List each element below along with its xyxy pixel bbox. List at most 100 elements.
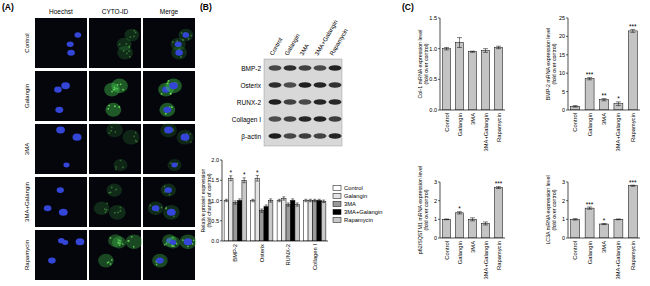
bar — [282, 198, 286, 241]
bar — [229, 178, 233, 241]
bar — [295, 205, 299, 241]
blot-band — [269, 65, 282, 71]
legend-label: 3MA — [344, 201, 356, 207]
error-bar — [496, 46, 501, 48]
autophagy-puncta — [119, 43, 121, 45]
bar — [277, 201, 281, 242]
category-label: Control — [572, 113, 578, 132]
autophagy-puncta — [193, 239, 195, 241]
legend-swatch — [333, 194, 341, 199]
axis-title-line: LC3A mRNA expression level — [545, 175, 551, 244]
bar — [251, 201, 255, 242]
autophagy-puncta — [133, 35, 135, 37]
tick-label: 3 — [434, 179, 437, 185]
cyto-stain — [180, 234, 197, 249]
error-bar — [573, 219, 578, 220]
tick — [438, 238, 440, 239]
micrograph — [35, 124, 87, 174]
bar — [242, 180, 246, 241]
nucleus — [44, 205, 52, 211]
marks — [442, 187, 502, 238]
tick — [438, 18, 440, 19]
category-label: 3MA — [470, 113, 476, 125]
autophagy-puncta — [136, 141, 138, 143]
x-axis — [222, 241, 328, 242]
tick-label: 15 — [559, 52, 565, 58]
panel-label: (A) — [2, 2, 14, 12]
error-bar — [318, 199, 321, 201]
autophagy-puncta — [119, 207, 121, 209]
significance: * — [230, 169, 233, 176]
bar — [585, 208, 594, 238]
lane-label: Control — [269, 37, 284, 57]
tick-label: 5 — [562, 89, 565, 95]
autophagy-puncta — [187, 245, 189, 247]
error-bar — [296, 203, 299, 206]
tick — [566, 54, 568, 55]
tick-label: 0 — [562, 107, 565, 113]
row-label: Rapamycin — [24, 240, 30, 270]
error-bar — [291, 199, 294, 202]
error-bar — [322, 200, 325, 202]
nucleus — [175, 50, 183, 56]
marks — [442, 38, 502, 110]
autophagy-puncta — [117, 211, 119, 213]
autophagy-puncta — [135, 32, 137, 34]
tick-label: 0.0 — [211, 238, 219, 244]
error-bar — [256, 175, 259, 181]
nucleus — [76, 238, 85, 245]
bar-chart: 0.00.51.01.5ControlGalangin3MA3MA+Galang… — [417, 15, 506, 152]
cyto-stain — [165, 79, 182, 94]
marks — [571, 29, 638, 110]
error-bar — [444, 218, 449, 220]
blot-band — [269, 116, 282, 122]
blot-band — [284, 82, 297, 88]
blot-band — [314, 133, 327, 139]
bar — [571, 106, 580, 110]
autophagy-puncta — [106, 209, 108, 211]
autophagy-puncta — [122, 243, 124, 245]
tick-label: 1 — [434, 216, 437, 222]
tick — [566, 73, 568, 74]
autophagy-puncta — [114, 212, 116, 214]
tick — [566, 219, 568, 220]
axis-title-line: (fold over control) — [423, 43, 429, 84]
error-bar — [260, 209, 263, 212]
category-label: Control — [444, 113, 450, 132]
significance: * — [617, 95, 620, 102]
bar — [614, 219, 623, 238]
autophagy-puncta — [114, 131, 116, 133]
column-header: Merge — [160, 8, 179, 16]
blot-band — [314, 99, 327, 105]
panel-label: (B) — [200, 2, 212, 12]
cyto-stain — [105, 103, 121, 117]
tick — [438, 200, 440, 201]
nucleus — [75, 32, 82, 37]
axis-title: Relative protein expression(fold change … — [200, 169, 212, 233]
nucleus — [56, 127, 65, 134]
tick — [220, 241, 222, 242]
autophagy-puncta — [182, 39, 184, 41]
bar — [313, 201, 317, 242]
tick — [220, 160, 222, 161]
bar — [442, 49, 450, 110]
x-axis — [440, 238, 505, 239]
autophagy-puncta — [106, 203, 108, 205]
micrograph — [143, 18, 195, 68]
tick-label: 1.0 — [211, 198, 219, 204]
autophagy-puncta — [111, 187, 113, 189]
autophagy-puncta — [165, 113, 167, 115]
bar-chart: ***0.00.51.01.52.0BMP-2OsterixRUNX-2Coll… — [200, 157, 383, 270]
blot-band — [314, 65, 327, 71]
autophagy-puncta — [123, 50, 125, 52]
tick-label: 0 — [434, 235, 437, 241]
autophagy-puncta — [126, 53, 128, 55]
bar — [304, 201, 308, 242]
error-bar — [304, 199, 307, 201]
tick — [438, 219, 440, 220]
bar — [233, 203, 237, 241]
nucleus — [181, 134, 190, 141]
category-label: 3MA+Galangin — [615, 241, 621, 280]
nucleus — [163, 107, 171, 113]
error-bar — [282, 197, 285, 200]
